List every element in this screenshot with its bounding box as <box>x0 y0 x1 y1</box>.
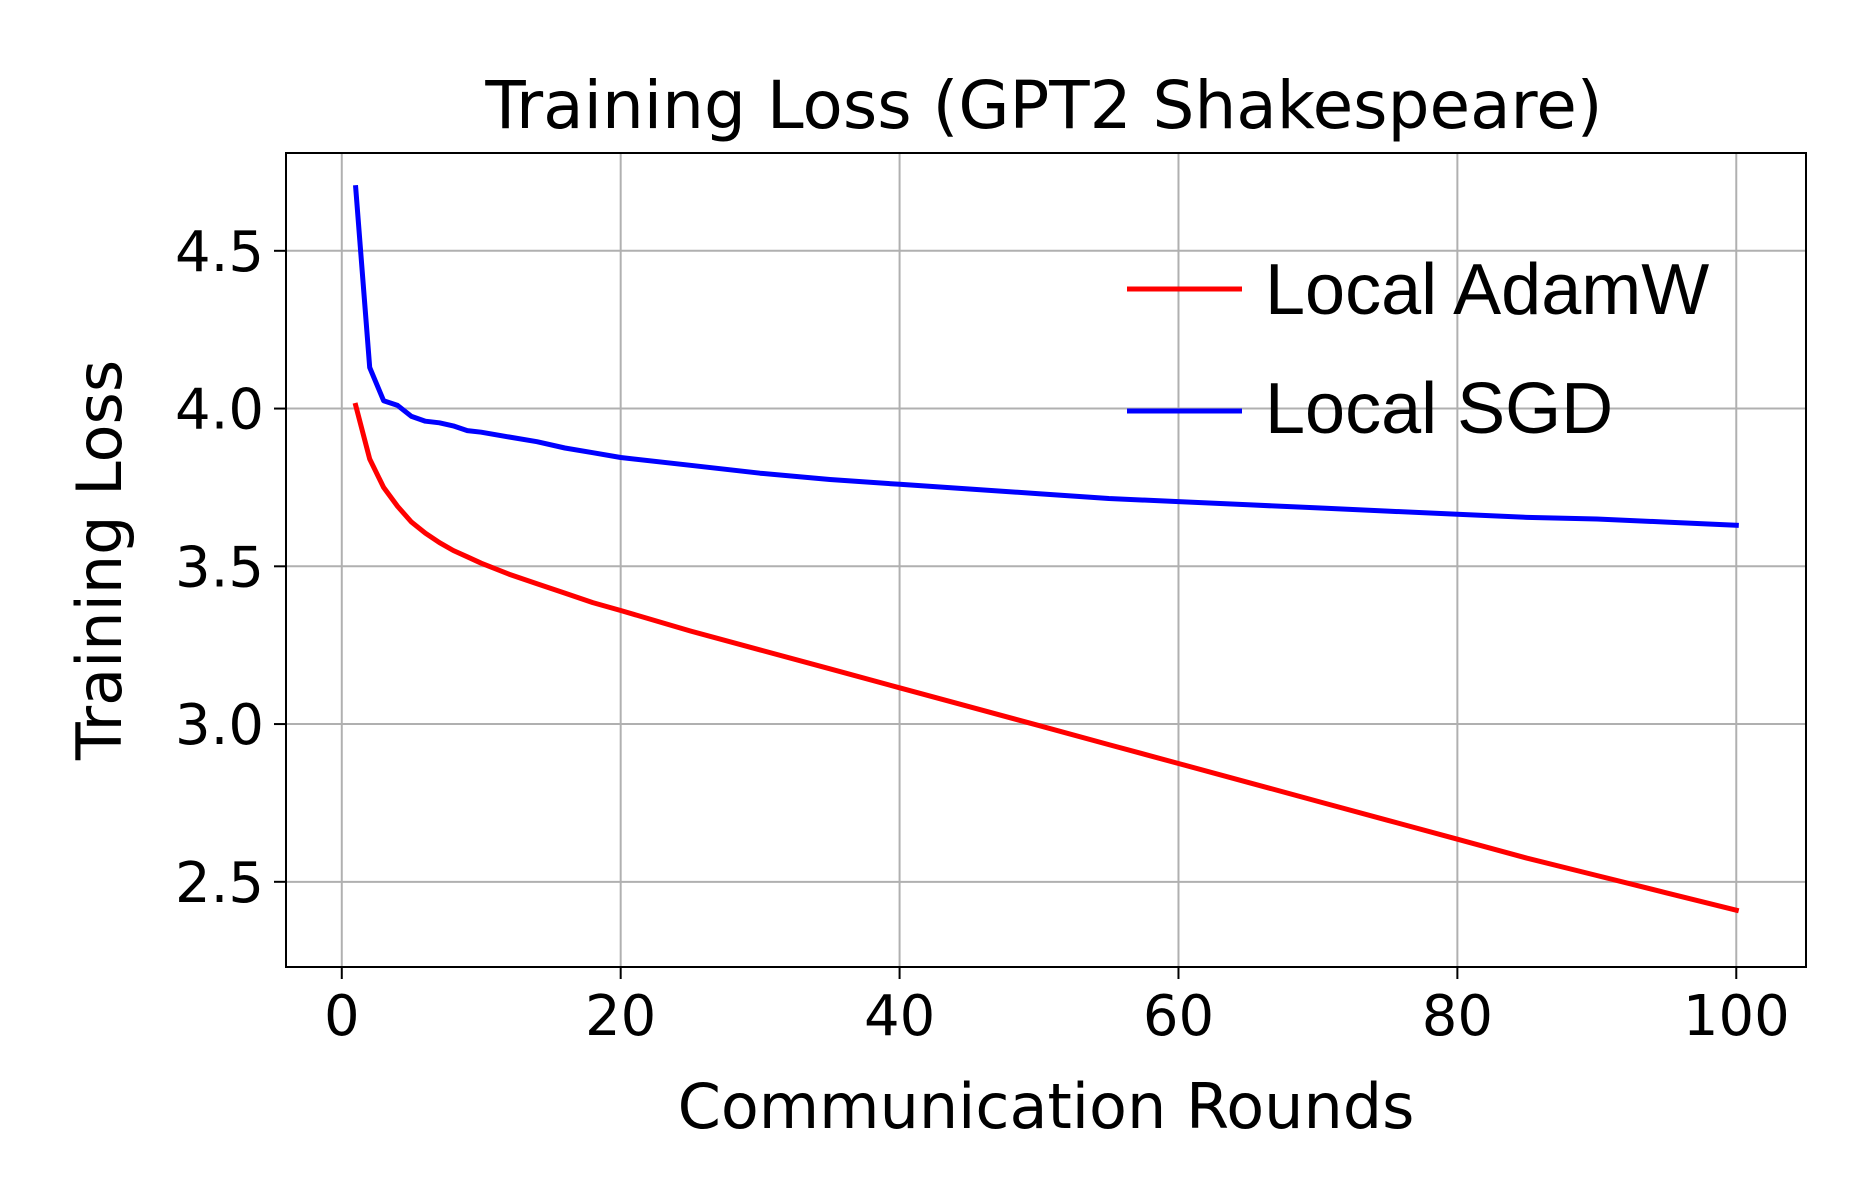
y-tick-label: 3.5 <box>175 535 264 600</box>
x-tick-label: 40 <box>864 984 935 1049</box>
series-line-local-sgd <box>353 185 1739 528</box>
x-tick-label: 0 <box>324 984 360 1049</box>
y-axis-label: Training Loss <box>63 360 136 761</box>
legend-label-local-adamw: Local AdamW <box>1265 250 1709 330</box>
x-tick-label: 20 <box>585 984 656 1049</box>
x-tick-label: 100 <box>1683 984 1790 1049</box>
y-axis-ticks: 2.5 3.0 3.5 4.0 4.5 <box>175 220 286 916</box>
series-layer <box>352 185 1740 914</box>
x-axis-label: Communication Rounds <box>678 1070 1415 1143</box>
series-line-local-adamw <box>352 402 1740 914</box>
plot-frame <box>285 152 1807 968</box>
x-axis-ticks: 0 20 40 60 80 100 <box>324 967 1790 1049</box>
x-tick-label: 80 <box>1422 984 1493 1049</box>
grid <box>286 153 1806 967</box>
x-tick-label: 60 <box>1143 984 1214 1049</box>
legend: Local AdamW Local SGD <box>1127 250 1709 449</box>
legend-label-local-sgd: Local SGD <box>1265 369 1613 449</box>
chart-title: Training Loss (GPT2 Shakespeare) <box>484 67 1602 144</box>
y-tick-label: 4.0 <box>175 378 264 443</box>
y-tick-label: 3.0 <box>175 693 264 758</box>
y-tick-label: 4.5 <box>175 220 264 285</box>
y-tick-label: 2.5 <box>175 851 264 916</box>
